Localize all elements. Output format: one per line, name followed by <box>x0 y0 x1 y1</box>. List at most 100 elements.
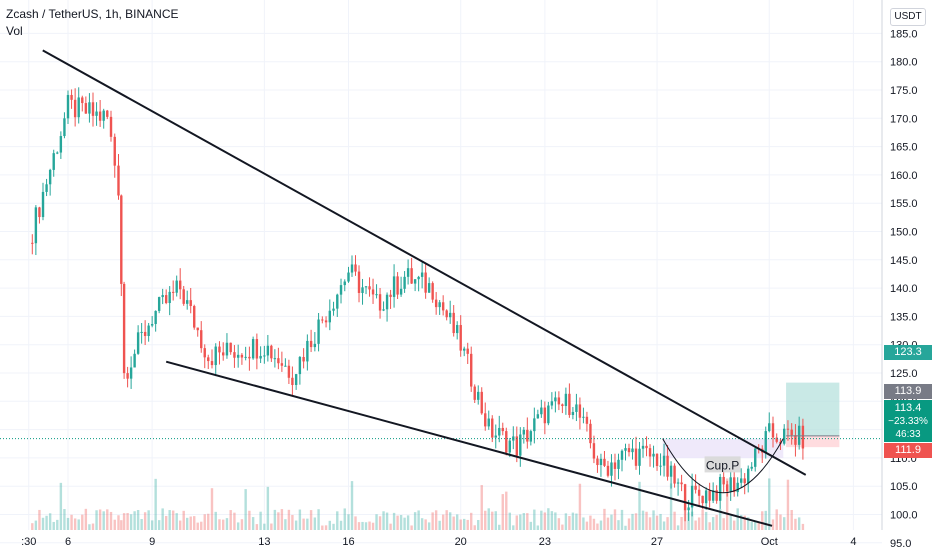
volume-bar <box>339 520 343 530</box>
candle-body <box>368 286 371 290</box>
candle-body <box>210 361 214 366</box>
candle-body <box>550 401 554 406</box>
volume-bar <box>669 483 673 530</box>
candle-body <box>251 339 255 359</box>
y-tick-label: 160.0 <box>890 170 918 182</box>
candle-body <box>783 428 786 444</box>
volume-indicator-label[interactable]: Vol <box>6 24 23 38</box>
volume-bar <box>747 517 750 530</box>
x-tick-label: 6 <box>65 536 71 548</box>
candle-body <box>441 302 445 311</box>
volume-bar <box>357 522 361 530</box>
volume-bar <box>761 511 764 530</box>
volume-bar <box>775 509 778 530</box>
volume-bar <box>302 518 305 530</box>
volume-bar <box>248 510 251 530</box>
volume-bar <box>543 512 547 530</box>
volume-bar <box>284 519 287 530</box>
candle-body <box>718 476 722 501</box>
volume-bar <box>786 479 790 530</box>
volume-bar <box>273 509 277 530</box>
candle-body <box>143 331 147 337</box>
volume-bar <box>673 511 676 530</box>
candle-body <box>624 448 627 451</box>
candle-body <box>592 443 596 459</box>
candle-body <box>652 453 655 457</box>
candle-body <box>410 268 413 284</box>
volume-bar <box>617 520 620 530</box>
volume-bar <box>136 510 140 530</box>
candle-body <box>48 169 52 185</box>
volume-bar <box>214 511 217 530</box>
y-tick-label: 105.0 <box>890 481 918 493</box>
candle-body <box>354 264 357 272</box>
volume-bar <box>413 512 417 530</box>
volume-bar <box>522 513 526 530</box>
candle-body <box>328 310 331 323</box>
candle-body <box>459 325 462 351</box>
candle-body <box>396 276 399 295</box>
candle-body <box>309 340 313 348</box>
volume-bar <box>568 516 571 530</box>
volume-bar <box>371 522 375 530</box>
currency-button[interactable]: USDT <box>890 8 926 26</box>
volume-bar <box>768 478 771 530</box>
volume-bar <box>536 525 540 530</box>
candle-body <box>336 294 339 309</box>
candle-body <box>561 404 564 407</box>
volume-bar <box>624 525 627 530</box>
candle-body <box>494 435 497 438</box>
candle-body <box>117 165 120 196</box>
volume-bar <box>45 515 48 530</box>
volume-bar <box>150 520 154 530</box>
x-tick-label: 9 <box>149 536 155 548</box>
volume-bar <box>631 513 634 530</box>
current-price-value: 113.4 <box>894 402 922 414</box>
volume-bar <box>487 508 490 530</box>
volume-bar <box>240 519 244 530</box>
candle-body <box>790 429 793 436</box>
candle-body <box>91 102 95 116</box>
candle-body <box>317 319 320 344</box>
candle-body <box>669 465 673 477</box>
volume-bar <box>154 478 157 530</box>
volume-bar <box>718 509 722 530</box>
candle-body <box>200 330 203 349</box>
y-tick-label: 175.0 <box>890 85 918 97</box>
volume-bar <box>505 491 508 530</box>
volume-bar <box>557 518 561 530</box>
volume-bar <box>491 511 494 530</box>
volume-bar <box>102 511 105 530</box>
x-tick-label: 16 <box>342 536 354 548</box>
volume-bar <box>564 513 568 530</box>
stop-zone <box>786 435 840 448</box>
symbol-title[interactable]: Zcash / TetherUS, 1h, BINANCE <box>6 7 179 21</box>
volume-bar <box>501 494 504 530</box>
target-price-label: 123.3 <box>884 345 932 360</box>
candle-body <box>229 342 232 353</box>
volume-bar <box>361 521 364 530</box>
volume-bar <box>175 513 178 530</box>
volume-bar <box>648 517 652 530</box>
volume-bar <box>424 519 427 530</box>
candle-body <box>222 352 225 356</box>
volume-bar <box>801 523 805 530</box>
candle-body <box>477 391 480 400</box>
volume-bar <box>399 514 403 530</box>
x-tick-label: 27 <box>651 536 663 548</box>
volume-bar <box>480 485 483 530</box>
candle-body <box>81 97 84 104</box>
y-tick-label: 165.0 <box>890 142 918 154</box>
volume-bar <box>106 509 109 530</box>
volume-bar <box>389 523 392 530</box>
candle-body <box>313 343 317 348</box>
volume-bar <box>266 486 270 530</box>
volume-bar <box>578 483 582 530</box>
candle-body <box>52 153 55 170</box>
candle-body <box>196 327 199 331</box>
candle-body <box>620 450 624 460</box>
candle-body <box>403 276 406 289</box>
volume-bar <box>328 520 331 530</box>
